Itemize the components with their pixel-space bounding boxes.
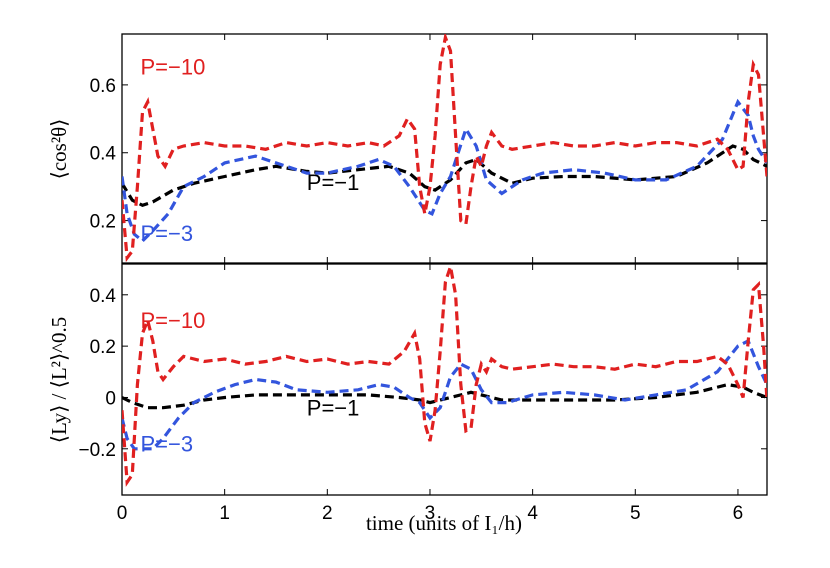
bottom-annotation-p3: P=−3 <box>140 431 193 456</box>
bottom-panel: −0.2 0 0.2 0.4 0 1 2 3 4 5 6 P=−10 P=−1 P=−3 ⟨Ly⟩ /… <box>47 263 768 535</box>
bottom-annotation-p1: P=−1 <box>307 395 360 420</box>
x-tick-labels: 0 1 2 3 4 5 6 <box>117 503 744 524</box>
top-panel: 0.2 0.4 0.6 P=−10 P=−1 P=−3 ⟨cos²θ⟩ <box>47 33 768 264</box>
bottom-annotation-p10: P=−10 <box>140 308 205 333</box>
top-annotation-p10: P=−10 <box>140 55 205 80</box>
bottom-series-line-p3 <box>122 338 767 451</box>
bottom-y-tick-label: 0.4 <box>90 286 117 307</box>
top-series-group <box>122 34 767 263</box>
x-tick-label: 2 <box>322 503 333 524</box>
x-tick-label: 3 <box>425 503 436 524</box>
x-tick-label: 6 <box>733 503 744 524</box>
top-y-tick-label: 0.6 <box>90 76 116 97</box>
top-plot-frame <box>121 33 768 264</box>
x-tick-label: 1 <box>219 503 230 524</box>
top-y-axis-label: ⟨cos²θ⟩ <box>47 119 71 180</box>
bottom-series-line-p10 <box>122 266 767 487</box>
top-series-line-p10 <box>122 34 767 263</box>
x-axis-label: time (units of I₁/h) <box>366 511 522 535</box>
bottom-series-group <box>122 266 767 487</box>
bottom-series-line-p1 <box>122 382 767 410</box>
bottom-y-tick-label: 0 <box>105 388 116 409</box>
bottom-y-axis-label: ⟨Ly⟩ / ⟨L²⟩^0.5 <box>47 317 71 444</box>
bottom-y-tick-label: 0.2 <box>90 337 116 358</box>
top-series-line-p1 <box>122 144 767 208</box>
top-y-tick-label: 0.2 <box>90 212 116 233</box>
top-annotation-p1: P=−1 <box>307 170 360 195</box>
top-annotation-p3: P=−3 <box>140 221 193 246</box>
top-tick-marks <box>121 34 767 263</box>
top-y-tick-label: 0.4 <box>90 144 117 165</box>
bottom-y-tick-labels: −0.2 0 0.2 0.4 <box>78 286 116 461</box>
x-tick-label: 0 <box>117 503 128 524</box>
x-tick-label: 5 <box>630 503 641 524</box>
top-y-tick-labels: 0.2 0.4 0.6 <box>90 76 117 233</box>
top-annotations: P=−10 P=−1 P=−3 <box>140 55 359 246</box>
x-tick-label: 4 <box>527 503 538 524</box>
bottom-y-tick-label: −0.2 <box>78 440 116 461</box>
bottom-annotations: P=−10 P=−1 P=−3 <box>140 308 359 456</box>
top-series-line-p3 <box>122 98 767 244</box>
bottom-tick-marks <box>121 264 767 495</box>
